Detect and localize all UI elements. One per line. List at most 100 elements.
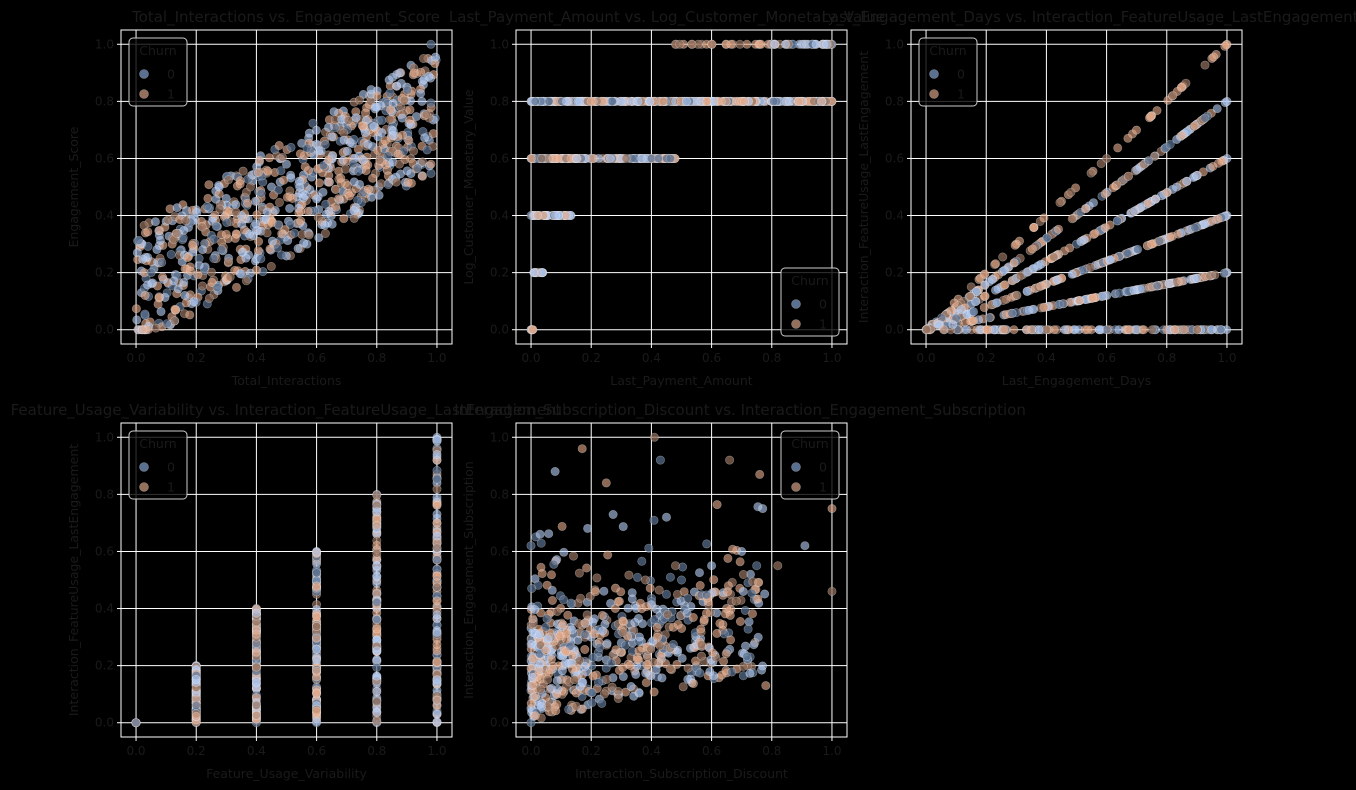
data-point: [726, 39, 736, 49]
data-point: [649, 687, 659, 697]
data-point: [696, 624, 706, 634]
data-point: [251, 710, 261, 720]
data-point: [243, 198, 253, 208]
data-point: [251, 196, 261, 206]
data-point: [1190, 223, 1200, 233]
data-point: [681, 96, 691, 106]
data-point: [432, 582, 442, 592]
data-point: [637, 154, 647, 164]
data-point: [349, 213, 359, 223]
data-point: [1113, 143, 1123, 153]
data-point: [207, 277, 217, 287]
y-tick-label: 0.6: [490, 544, 509, 558]
data-point: [990, 285, 1000, 295]
data-point: [575, 96, 585, 106]
data-point: [580, 661, 590, 671]
data-point: [432, 500, 442, 510]
x-tick-label: 0.6: [702, 351, 721, 365]
data-point: [432, 627, 442, 637]
data-point: [637, 619, 647, 629]
data-point: [980, 269, 990, 279]
data-point: [191, 711, 201, 721]
data-point: [327, 132, 337, 142]
y-axis-label: Engagement_Score: [66, 126, 81, 247]
legend-marker: [139, 462, 149, 472]
legend: Churn 0 1: [780, 430, 840, 500]
data-point: [1049, 325, 1059, 335]
data-point: [323, 122, 333, 132]
data-point: [194, 254, 204, 264]
data-point: [231, 200, 241, 210]
data-point: [564, 704, 574, 714]
data-point: [372, 540, 382, 550]
data-point: [969, 307, 979, 317]
y-tick-label: 0.8: [95, 487, 114, 501]
data-point: [827, 586, 837, 596]
data-point: [827, 504, 837, 514]
subplot-2: Last_Payment_Amount vs. Log_Customer_Mon…: [449, 8, 885, 388]
x-tick-label: 1.0: [822, 744, 841, 758]
data-point: [654, 585, 664, 595]
data-point: [707, 39, 717, 49]
data-point: [527, 583, 537, 593]
data-point: [197, 222, 207, 232]
data-point: [299, 238, 309, 248]
data-point: [980, 291, 990, 301]
data-point: [1207, 325, 1217, 335]
subplot-5: Interaction_Subscription_Discount vs. In…: [454, 401, 1026, 781]
data-point: [677, 653, 687, 663]
data-point: [738, 569, 748, 579]
data-point: [385, 115, 395, 125]
data-point: [597, 610, 607, 620]
data-point: [544, 96, 554, 106]
data-point: [348, 159, 358, 169]
data-point: [372, 662, 382, 672]
data-point: [605, 154, 615, 164]
data-point: [651, 604, 661, 614]
data-point: [623, 603, 633, 613]
data-point: [150, 217, 160, 227]
data-point: [1096, 159, 1106, 169]
data-point: [719, 656, 729, 666]
data-point: [624, 570, 634, 580]
data-point: [235, 179, 245, 189]
data-point: [949, 298, 959, 308]
data-point: [314, 233, 324, 243]
subplot-title: Total_Interactions vs. Engagement_Score: [131, 8, 440, 27]
x-axis-label: Last_Payment_Amount: [610, 373, 752, 388]
data-point: [320, 220, 330, 230]
data-point: [712, 628, 722, 638]
data-point: [712, 500, 722, 510]
data-point: [633, 96, 643, 106]
data-point: [665, 154, 675, 164]
subplot-title: Interaction_Subscription_Discount vs. In…: [454, 401, 1026, 420]
data-point: [426, 39, 436, 49]
data-point: [224, 257, 234, 267]
legend-title: Churn: [139, 436, 176, 451]
data-point: [599, 586, 609, 596]
data-point: [558, 620, 568, 630]
data-point: [241, 276, 251, 286]
data-point: [1089, 198, 1099, 208]
data-point: [432, 434, 442, 444]
data-point: [432, 717, 442, 727]
x-tick-label: 0.2: [582, 744, 601, 758]
data-point: [312, 547, 322, 557]
data-point: [632, 572, 642, 582]
data-point: [207, 267, 217, 277]
data-point: [543, 634, 553, 644]
data-point: [372, 520, 382, 530]
data-point: [181, 298, 191, 308]
x-tick-label: 0.4: [642, 744, 661, 758]
data-point: [339, 214, 349, 224]
y-tick-label: 0.2: [490, 266, 509, 280]
y-tick-label: 0.2: [95, 659, 114, 673]
legend-title: Churn: [929, 43, 966, 58]
data-point: [223, 175, 233, 185]
data-point: [252, 265, 262, 275]
data-point: [1219, 268, 1229, 278]
data-point: [217, 245, 227, 255]
legend-label: 1: [819, 317, 827, 332]
x-tick-label: 1.0: [822, 351, 841, 365]
data-point: [723, 587, 733, 597]
